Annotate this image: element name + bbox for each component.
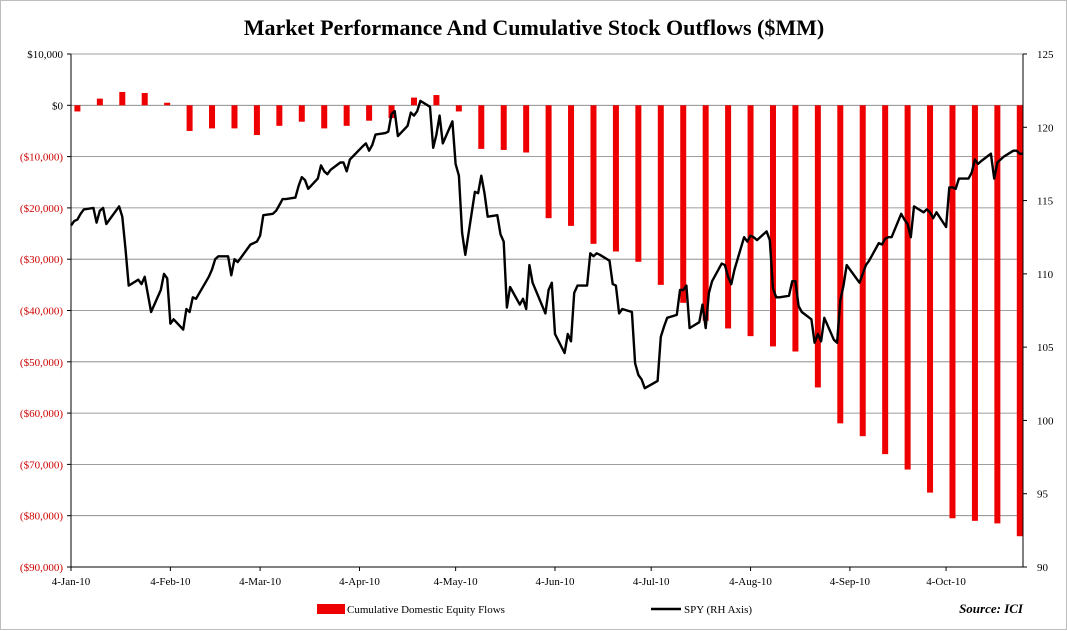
bar-37 — [904, 105, 911, 470]
x-tick-label-0: 4-Jan-10 — [52, 576, 91, 588]
bar-7 — [231, 105, 238, 129]
left-tick-label-8: ($70,000) — [20, 459, 63, 471]
bar-33 — [814, 105, 821, 388]
left-tick-label-10: ($90,000) — [20, 562, 63, 574]
legend-bar-swatch — [317, 604, 345, 614]
right-tick-label-0: 125 — [1037, 49, 1054, 61]
left-tick-label-2: ($10,000) — [20, 152, 63, 164]
right-tick-label-4: 105 — [1037, 342, 1054, 354]
bar-31 — [769, 105, 776, 347]
bar-34 — [837, 105, 844, 424]
left-tick-label-4: ($30,000) — [20, 254, 63, 266]
x-tick-label-7: 4-Aug-10 — [729, 576, 772, 588]
left-tick-label-0: $10,000 — [27, 49, 63, 61]
x-tick-label-3: 4-Apr-10 — [339, 576, 380, 588]
bar-14 — [388, 105, 395, 119]
x-tick-label-1: 4-Feb-10 — [150, 576, 191, 588]
bar-series — [74, 91, 1023, 537]
bar-13 — [366, 105, 373, 121]
bar-38 — [927, 105, 934, 493]
bar-9 — [276, 105, 283, 126]
bar-36 — [882, 105, 889, 455]
line-series — [70, 99, 1023, 390]
bar-22 — [568, 105, 575, 226]
bar-6 — [209, 105, 216, 129]
bar-23 — [590, 105, 597, 244]
bar-26 — [657, 105, 664, 285]
left-axis-ticks: $10,000 $0 ($10,000) ($20,000) ($30,000) ($40… — [20, 49, 71, 574]
bar-30 — [747, 105, 754, 337]
right-tick-label-6: 95 — [1037, 489, 1049, 501]
bar-39 — [949, 105, 956, 519]
bar-19 — [500, 105, 507, 150]
bar-17 — [455, 105, 462, 112]
bar-8 — [253, 105, 260, 136]
bar-4 — [164, 102, 171, 106]
bar-40 — [971, 105, 978, 521]
bar-21 — [545, 105, 552, 219]
right-tick-label-1: 120 — [1037, 122, 1054, 134]
legend: Cumulative Domestic Equity Flows SPY (RH… — [317, 604, 752, 616]
x-tick-label-2: 4-Mar-10 — [239, 576, 281, 588]
x-tick-label-4: 4-May-10 — [434, 576, 478, 588]
bar-41 — [994, 105, 1001, 524]
bar-32 — [792, 105, 799, 352]
bar-42 — [1016, 105, 1023, 537]
left-tick-label-9: ($80,000) — [20, 511, 63, 523]
spy-line — [70, 99, 1023, 390]
bar-12 — [343, 105, 350, 126]
x-axis-ticks: 4-Jan-10 4-Feb-10 4-Mar-10 4-Apr-10 4-May-10… — [52, 567, 966, 588]
left-tick-label-1: $0 — [52, 100, 64, 112]
x-tick-label-9: 4-Oct-10 — [926, 576, 966, 588]
right-tick-label-2: 115 — [1037, 196, 1054, 208]
bar-10 — [298, 105, 305, 122]
bar-11 — [321, 105, 328, 129]
bar-25 — [635, 105, 642, 262]
bar-27 — [680, 105, 687, 303]
legend-bar-label: Cumulative Domestic Equity Flows — [347, 604, 505, 616]
legend-line-label: SPY (RH Axis) — [684, 604, 752, 616]
bar-5 — [186, 105, 193, 131]
bar-18 — [478, 105, 485, 149]
bar-1 — [96, 98, 103, 106]
right-tick-label-3: 110 — [1037, 269, 1054, 281]
left-tick-label-6: ($50,000) — [20, 357, 63, 369]
x-tick-label-5: 4-Jun-10 — [535, 576, 575, 588]
x-tick-label-8: 4-Sep-10 — [830, 576, 871, 588]
bar-15 — [410, 97, 417, 106]
bar-2 — [119, 91, 126, 106]
right-axis-ticks: 125 120 115 110 105 100 95 90 — [1023, 49, 1054, 574]
chart-title: Market Performance And Cumulative Stock … — [244, 15, 824, 40]
bar-29 — [725, 105, 732, 329]
left-tick-label-7: ($60,000) — [20, 408, 63, 420]
bar-20 — [523, 105, 530, 153]
bar-0 — [74, 105, 81, 112]
left-tick-label-3: ($20,000) — [20, 203, 63, 215]
right-tick-label-5: 100 — [1037, 415, 1054, 427]
left-tick-label-5: ($40,000) — [20, 306, 63, 318]
bar-16 — [433, 95, 440, 106]
right-tick-label-7: 90 — [1037, 562, 1049, 574]
source-label: Source: ICI — [959, 601, 1024, 616]
x-tick-label-6: 4-Jul-10 — [633, 576, 670, 588]
bar-24 — [612, 105, 619, 252]
bar-28 — [702, 105, 709, 321]
bar-3 — [141, 92, 148, 106]
